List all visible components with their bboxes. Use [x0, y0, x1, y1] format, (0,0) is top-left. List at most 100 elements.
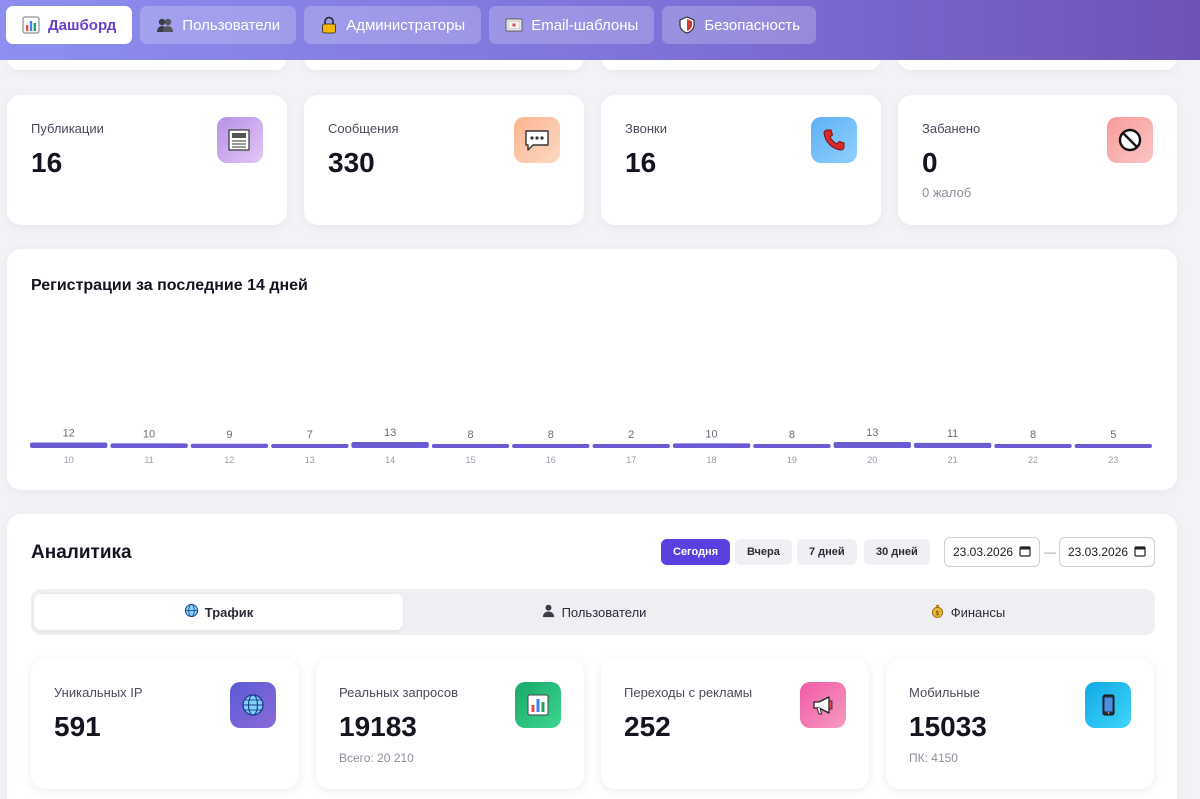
tab-admins[interactable]: Администраторы: [304, 6, 482, 44]
chart-bar: [833, 442, 911, 448]
stat-value: 16: [625, 147, 657, 178]
range-yesterday-button[interactable]: Вчера: [735, 539, 792, 565]
chart-bar: [994, 444, 1072, 448]
range-today-button[interactable]: Сегодня: [661, 539, 731, 565]
mobile-phone-icon: [1085, 682, 1131, 728]
chart-bar: [1074, 444, 1152, 448]
stat-label: Забанено: [922, 121, 981, 136]
range-30days-button[interactable]: 30 дней: [864, 539, 930, 565]
chart-value-label: 7: [307, 429, 313, 441]
tab-dashboard[interactable]: Дашборд: [6, 6, 133, 44]
calendar-icon: [1134, 545, 1146, 560]
chart-value-label: 11: [947, 428, 958, 440]
lock-icon: [320, 16, 338, 34]
date-to-input[interactable]: 23.03.2026: [1059, 537, 1155, 567]
chart-tick-label: 13: [305, 455, 315, 465]
date-from-input[interactable]: 23.03.2026: [944, 537, 1040, 567]
user-icon: [541, 603, 556, 621]
phone-icon: [811, 117, 857, 163]
chart-tick-label: 21: [948, 455, 958, 465]
users-icon: [156, 16, 174, 34]
chart-bar: [592, 444, 670, 448]
tab-users[interactable]: Пользователи: [140, 6, 297, 44]
registrations-chart-card: Регистрации за последние 14 дней 12 10 10 1…: [7, 249, 1177, 490]
date-separator: —: [1044, 545, 1056, 559]
chart-value-label: 10: [705, 428, 717, 440]
metric-value: 591: [54, 711, 101, 742]
bar-chart-icon: [22, 16, 40, 34]
speech-bubble-icon: [514, 117, 560, 163]
chart-bar: [351, 442, 429, 448]
chart-bar: [512, 444, 590, 448]
newspaper-icon: [217, 117, 263, 163]
svg-text:$: $: [935, 609, 939, 617]
chart-tick-label: 18: [706, 455, 716, 465]
envelope-icon: [505, 16, 523, 34]
metric-label: Уникальных IP: [54, 685, 143, 700]
metric-subtext: Всего: 20 210: [339, 751, 414, 765]
chart-value-label: 5: [1110, 429, 1116, 441]
stat-value: 330: [328, 147, 375, 178]
segment-finance[interactable]: $ Финансы: [783, 594, 1152, 630]
chart-tick-label: 15: [465, 455, 475, 465]
range-7days-button[interactable]: 7 дней: [797, 539, 857, 565]
tab-label: Email-шаблоны: [531, 16, 639, 34]
stat-label: Звонки: [625, 121, 667, 136]
chart-value-label: 13: [384, 427, 396, 439]
stat-subtext: 0 жалоб: [922, 185, 972, 200]
tab-email-templates[interactable]: Email-шаблоны: [489, 6, 655, 44]
segment-traffic[interactable]: Трафик: [34, 594, 403, 630]
chart-value-label: 8: [1030, 429, 1036, 441]
chart-tick-label: 12: [224, 455, 234, 465]
shield-icon: [678, 16, 696, 34]
analytics-title: Аналитика: [31, 542, 132, 563]
chart-value-label: 9: [226, 429, 232, 441]
chart-bar: [110, 443, 188, 448]
metric-label: Мобильные: [909, 685, 981, 700]
metric-value: 252: [624, 711, 671, 742]
money-bag-icon: $: [930, 603, 945, 621]
chart-icon: [515, 682, 561, 728]
metric-card-mobile: Мобильные 15033 ПК: 4150: [886, 659, 1154, 789]
stat-value: 0: [922, 147, 938, 178]
chart-tick-label: 22: [1028, 455, 1038, 465]
stat-card-calls: Звонки 16: [601, 95, 881, 225]
tab-label: Дашборд: [48, 16, 117, 34]
chart-tick-label: 16: [546, 455, 556, 465]
chart-tick-label: 23: [1108, 455, 1118, 465]
chart-value-label: 2: [628, 429, 634, 441]
chart-bar: [30, 442, 108, 448]
chart-tick-label: 20: [867, 455, 877, 465]
segment-users[interactable]: Пользователи: [409, 594, 778, 630]
metric-value: 15033: [909, 711, 987, 742]
metric-label: Переходы с рекламы: [624, 685, 753, 700]
chart-tick-label: 10: [64, 455, 74, 465]
stat-card-banned: Забанено 0 0 жалоб: [898, 95, 1177, 225]
chart-bar: [672, 443, 751, 448]
top-navigation: Дашборд Пользователи Администраторы Emai…: [0, 0, 1200, 60]
tab-label: Администраторы: [346, 16, 466, 34]
metric-label: Реальных запросов: [339, 685, 459, 700]
chart-bar: [753, 444, 831, 448]
globe-icon: [230, 682, 276, 728]
metric-card-ad-clicks: Переходы с рекламы 252: [601, 659, 869, 789]
tab-security[interactable]: Безопасность: [662, 6, 817, 44]
chart-tick-label: 14: [385, 455, 395, 465]
chart-title: Регистрации за последние 14 дней: [31, 277, 308, 294]
chart-value-label: 8: [467, 429, 473, 441]
stat-value: 16: [31, 147, 63, 178]
chart-value-label: 8: [789, 429, 795, 441]
date-from-value: 23.03.2026: [953, 545, 1014, 559]
chart-value-label: 12: [63, 428, 75, 440]
tab-label: Безопасность: [704, 16, 801, 34]
segment-label: Финансы: [950, 604, 1006, 620]
chart-value-label: 10: [143, 428, 155, 440]
prohibited-icon: [1107, 117, 1153, 163]
analytics-segment-control: Трафик Пользователи $ Финансы: [31, 589, 1155, 635]
segment-label: Пользователи: [561, 604, 647, 620]
tab-label: Пользователи: [182, 16, 281, 34]
chart-bar: [431, 444, 510, 448]
stat-card-publications: Публикации 16: [7, 95, 287, 225]
chart-tick-label: 11: [144, 455, 153, 465]
metric-card-unique-ip: Уникальных IP 591: [31, 659, 299, 789]
